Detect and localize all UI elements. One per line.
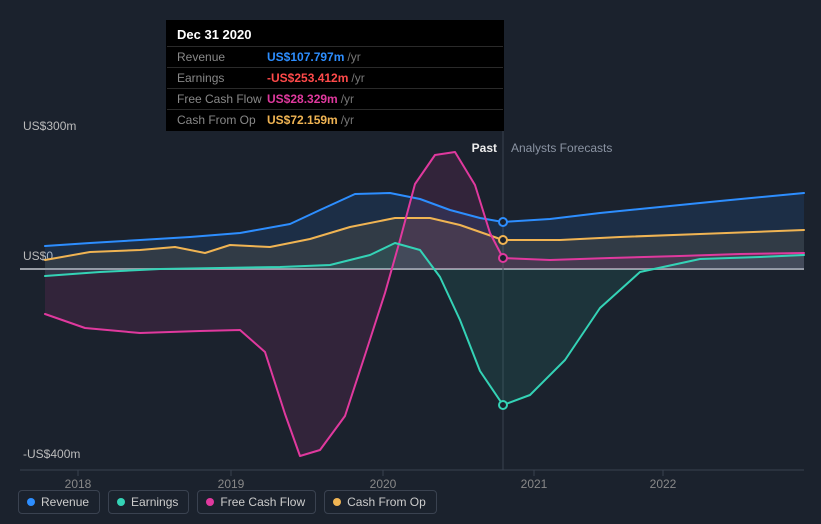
tooltip-unit: /yr xyxy=(347,50,360,64)
chart-tooltip: Dec 31 2020 Revenue US$107.797m /yr Earn… xyxy=(166,20,504,131)
legend-label: Free Cash Flow xyxy=(220,495,305,509)
legend-item-earnings[interactable]: Earnings xyxy=(108,490,189,514)
legend-item-revenue[interactable]: Revenue xyxy=(18,490,100,514)
tooltip-row-revenue: Revenue US$107.797m /yr xyxy=(167,46,503,67)
tooltip-value: US$107.797m xyxy=(267,50,344,64)
svg-text:2022: 2022 xyxy=(650,477,677,491)
legend-label: Cash From Op xyxy=(347,495,426,509)
tooltip-date: Dec 31 2020 xyxy=(167,21,503,46)
tooltip-value: US$72.159m xyxy=(267,113,338,127)
legend-label: Earnings xyxy=(131,495,178,509)
legend-item-fcf[interactable]: Free Cash Flow xyxy=(197,490,316,514)
legend-dot-icon xyxy=(27,498,35,506)
tooltip-value: -US$253.412m xyxy=(267,71,348,85)
legend-dot-icon xyxy=(206,498,214,506)
svg-text:2020: 2020 xyxy=(370,477,397,491)
tooltip-row-fcf: Free Cash Flow US$28.329m /yr xyxy=(167,88,503,109)
svg-text:Analysts Forecasts: Analysts Forecasts xyxy=(511,141,612,155)
svg-text:Past: Past xyxy=(472,141,497,155)
tooltip-label: Free Cash Flow xyxy=(177,92,267,106)
tooltip-row-earnings: Earnings -US$253.412m /yr xyxy=(167,67,503,88)
svg-text:2018: 2018 xyxy=(65,477,92,491)
tooltip-unit: /yr xyxy=(341,113,354,127)
tooltip-unit: /yr xyxy=(351,71,364,85)
svg-text:2019: 2019 xyxy=(218,477,245,491)
tooltip-value: US$28.329m xyxy=(267,92,338,106)
tooltip-row-cfo: Cash From Op US$72.159m /yr xyxy=(167,109,503,130)
svg-text:2021: 2021 xyxy=(521,477,548,491)
legend-item-cfo[interactable]: Cash From Op xyxy=(324,490,437,514)
legend-dot-icon xyxy=(333,498,341,506)
chart-legend: Revenue Earnings Free Cash Flow Cash Fro… xyxy=(18,490,437,514)
legend-dot-icon xyxy=(117,498,125,506)
legend-label: Revenue xyxy=(41,495,89,509)
svg-text:US$300m: US$300m xyxy=(23,119,76,133)
tooltip-label: Cash From Op xyxy=(177,113,267,127)
svg-text:-US$400m: -US$400m xyxy=(23,447,80,461)
tooltip-unit: /yr xyxy=(341,92,354,106)
tooltip-label: Earnings xyxy=(177,71,267,85)
tooltip-label: Revenue xyxy=(177,50,267,64)
